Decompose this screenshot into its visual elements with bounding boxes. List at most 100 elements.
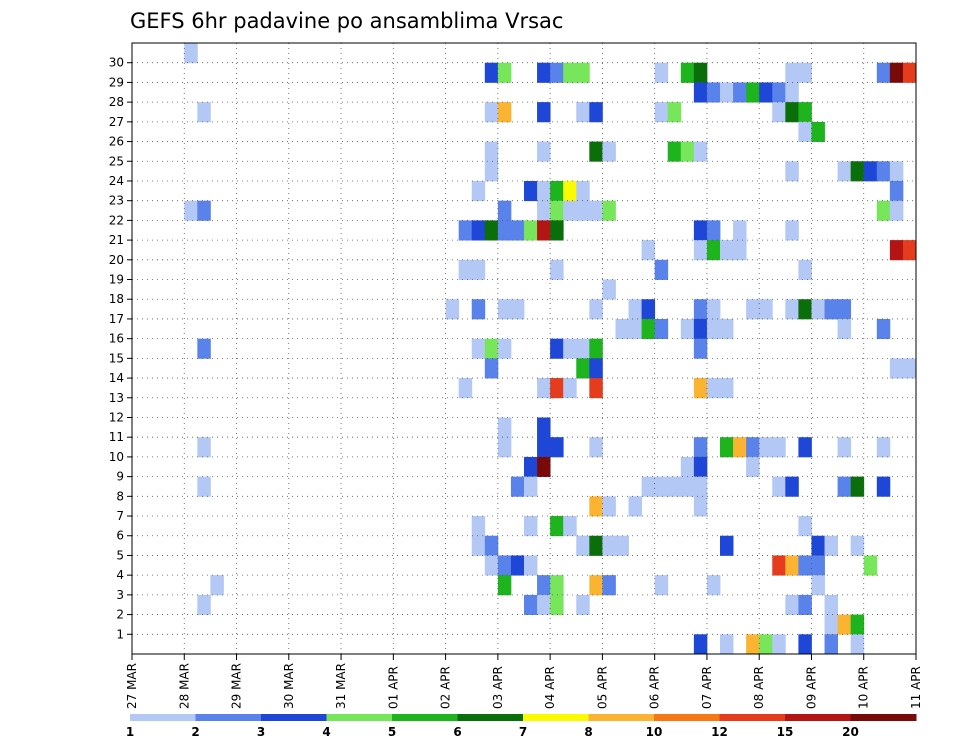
legend-swatch [130, 714, 196, 721]
legend-label: 5 [388, 725, 396, 739]
heatmap-cell [576, 358, 590, 379]
heatmap-cell [706, 82, 721, 103]
heatmap-cell [563, 378, 577, 399]
heatmap-cell [484, 358, 499, 379]
heatmap-cell [876, 437, 891, 458]
x-tick-label: 03 APR [491, 666, 505, 709]
heatmap-cell [563, 200, 577, 221]
y-tick-label: 1 [116, 627, 124, 641]
heatmap-cell [471, 535, 486, 556]
heatmap-cell [785, 299, 799, 320]
y-tick-label: 25 [109, 154, 124, 168]
heatmap-cell [497, 299, 512, 320]
x-tick-label: 27 MAR [125, 663, 139, 709]
heatmap-cell [510, 476, 525, 497]
heatmap-cell [824, 614, 838, 635]
heatmap-cell [654, 259, 669, 280]
heatmap-cell [798, 299, 812, 320]
legend-swatch [392, 714, 458, 721]
x-tick-label: 01 APR [386, 666, 400, 709]
heatmap-cell [471, 220, 486, 241]
heatmap-cell [576, 535, 590, 556]
heatmap-cell [654, 102, 669, 123]
heatmap-cell [484, 161, 499, 182]
heatmap-cell [615, 535, 629, 556]
heatmap-cell [484, 141, 499, 162]
heatmap-cell [889, 161, 904, 182]
heatmap-cell [837, 161, 852, 182]
y-tick-label: 10 [109, 450, 124, 464]
heatmap-cell [837, 476, 852, 497]
y-tick-label: 16 [109, 332, 124, 346]
heatmap-cell [785, 476, 799, 497]
heatmap-cell [772, 555, 786, 576]
heatmap-cell [537, 456, 551, 478]
heatmap-cell [589, 378, 603, 399]
heatmap-cell [537, 62, 551, 83]
heatmap-cell [197, 437, 211, 458]
x-tick-label: 28 MAR [177, 663, 191, 709]
heatmap-cell [759, 634, 773, 655]
heatmap-cell [589, 299, 603, 320]
y-tick-label: 13 [109, 391, 124, 405]
heatmap-cell [654, 62, 669, 83]
heatmap-cell [837, 614, 852, 635]
y-tick-label: 3 [116, 588, 124, 602]
heatmap-cell [720, 240, 734, 261]
legend-label: 2 [191, 725, 199, 739]
y-tick-label: 12 [109, 410, 124, 424]
heatmap-cell [746, 82, 760, 103]
heatmap-cell [589, 200, 603, 221]
heatmap-cell [837, 318, 852, 340]
legend-swatch [326, 714, 393, 721]
heatmap-cell [876, 476, 891, 497]
heatmap-cell [458, 378, 473, 399]
y-tick-label: 2 [116, 608, 124, 622]
legend-label: 15 [777, 725, 794, 739]
heatmap-cell [811, 121, 825, 142]
heatmap-cell [824, 634, 838, 655]
heatmap-cell [693, 456, 708, 478]
y-tick-label: 15 [109, 351, 124, 365]
y-tick-label: 4 [116, 568, 124, 582]
heatmap-cell [197, 200, 211, 221]
y-tick-label: 21 [109, 233, 124, 247]
y-tick-label: 29 [109, 75, 124, 89]
heatmap-cell [471, 299, 486, 320]
heatmap-cell [667, 102, 682, 123]
heatmap-cell [589, 575, 603, 596]
y-tick-label: 23 [109, 194, 124, 208]
y-tick-label: 18 [109, 292, 124, 306]
heatmap-cell [785, 62, 799, 83]
y-tick-label: 17 [109, 312, 124, 326]
heatmap-cell [772, 102, 786, 123]
y-tick-label: 19 [109, 273, 124, 287]
heatmap-cell [759, 437, 773, 458]
heatmap-cell [524, 476, 538, 497]
heatmap-cell [497, 338, 512, 359]
heatmap-cell [693, 141, 708, 162]
heatmap-cell [550, 62, 564, 83]
chart-title: GEFS 6hr padavine po ansamblima Vrsac [130, 9, 563, 33]
heatmap-cell [772, 437, 786, 458]
y-tick-label: 30 [109, 56, 124, 70]
y-tick-label: 14 [109, 371, 124, 385]
heatmap-cell [589, 496, 603, 517]
heatmap-cell [654, 318, 669, 340]
x-tick-label: 07 APR [700, 666, 714, 709]
heatmap-cell [798, 62, 812, 83]
heatmap-cell [197, 594, 211, 615]
heatmap-cell [641, 299, 656, 320]
heatmap-cell [484, 102, 499, 123]
heatmap-cell [720, 535, 734, 556]
heatmap-cell [772, 82, 786, 103]
x-tick-label: 06 APR [648, 666, 662, 709]
heatmap-cell [589, 358, 603, 379]
heatmap-cell [720, 82, 734, 103]
legend-swatch [719, 714, 786, 721]
heatmap-cell [497, 62, 512, 83]
plot-frame [131, 42, 917, 655]
heatmap-cell [693, 496, 708, 517]
heatmap-cell [602, 496, 616, 517]
heatmap-cell [837, 299, 852, 320]
